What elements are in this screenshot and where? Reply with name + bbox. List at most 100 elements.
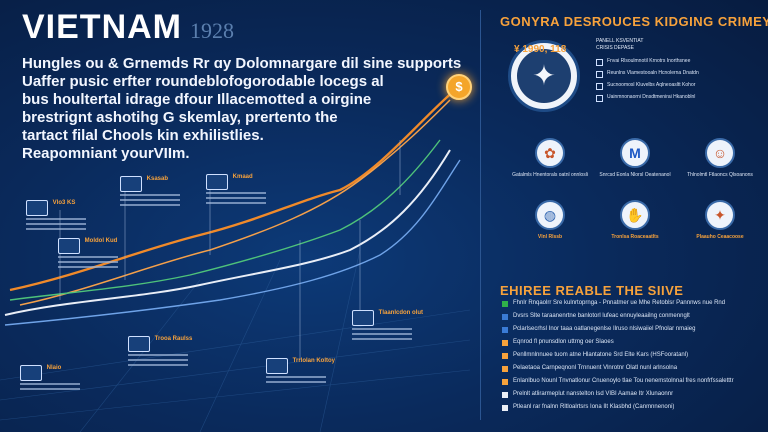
intro-line: bus houltertal idrage dfour Illacemotted… xyxy=(22,91,372,108)
bullet-icon xyxy=(502,353,508,359)
timeline-text-placeholder xyxy=(352,328,423,340)
timeline-label: Vlo3 KS xyxy=(52,200,76,206)
badge-year: ¥ 1990, 118 xyxy=(514,44,567,55)
grid-caption: Snrcsd Eonla Nlorsl Oeatenanol xyxy=(599,172,671,178)
bullet-icon xyxy=(502,327,508,333)
list-item: Fhnlr Rnqaolrr Sre kulnrtoprnga - Pnnatm… xyxy=(502,300,760,307)
intro-text: Hungles ou & Grnemds Rr ɑy Dolomnargare … xyxy=(22,55,462,163)
page-title: VIETNAM xyxy=(22,8,182,46)
seal-icon: ✦ xyxy=(705,200,735,230)
intro-line: brestrignt ashotihg G skemlay, prertento… xyxy=(22,109,338,126)
trend-line-blue xyxy=(4,159,461,326)
building-icon xyxy=(266,358,288,374)
list-item: Fnvai Rlsoulmnotil Krnotrs Inorthsnee xyxy=(596,58,761,66)
trend-line-white xyxy=(4,149,451,316)
bullet-icon xyxy=(502,314,508,320)
grid-cell: ☺ Thlnolmtl Ftlaoncs Qlsoanons xyxy=(680,138,760,178)
bullet-icon xyxy=(596,71,603,78)
building-icon xyxy=(26,200,48,216)
intro-line: Hungles ou & Grnemds Rr ɑy Dolomnargare … xyxy=(22,55,462,72)
list-item: Prelnlt atlirarmeplut nanstelton Isd VIB… xyxy=(502,391,760,398)
timeline-item: Kmaad xyxy=(206,174,266,207)
timeline-text-placeholder xyxy=(128,354,192,366)
bullet-icon xyxy=(502,366,508,372)
emblem-badge: ✦ xyxy=(508,40,580,112)
bullet-icon xyxy=(502,301,508,307)
bullet-icon xyxy=(596,59,603,66)
bullet-icon xyxy=(502,340,508,346)
timeline-label: Ksasab xyxy=(146,176,169,182)
timeline-text-placeholder xyxy=(26,218,86,230)
list-item: Reunlns Vlamestooaln Hcnolerna Dnatdn xyxy=(596,70,761,78)
grid-cell: ✦ Plaauho Ceaacoose xyxy=(680,200,760,240)
building-icon xyxy=(20,365,42,381)
emblem-inner: ✦ xyxy=(517,49,571,103)
list-item: Penllmnlnnuee tuom atne Hlantatone Srd E… xyxy=(502,352,760,359)
timeline-text-placeholder xyxy=(266,376,335,383)
coin-icon: $ xyxy=(446,74,472,100)
timeline-item: Vlo3 KS xyxy=(26,200,86,233)
timeline-label: Nlaio xyxy=(46,365,62,371)
intro-line: Reapomniant yourVIIm. xyxy=(22,145,190,162)
grid-caption: Tronlsa Roaceaatlts xyxy=(611,234,659,240)
grid-cell: ◍ Vlnl Rlssb xyxy=(510,200,590,240)
trend-line-orange-2 xyxy=(19,99,451,306)
list-item: Sucnoomosl Kluvelbs Aqlneoasltt Kohor xyxy=(596,82,761,90)
timeline-text-placeholder xyxy=(20,383,80,390)
grid-caption: Thlnolmtl Ftlaoncs Qlsoanons xyxy=(687,172,753,178)
list-item: Dvsrs Slte taraanenrtne banlotorl lufeac… xyxy=(502,313,760,320)
feature-heading: PANELL KSVENTIAT xyxy=(596,38,644,44)
hands-icon: ✋ xyxy=(620,200,650,230)
bullet-icon xyxy=(596,95,603,102)
intro-line: tartact filal Chools kin exhilistlies. xyxy=(22,127,264,144)
grid-cell: M Snrcsd Eonla Nlorsl Oeatenanol xyxy=(595,138,675,178)
feature-heading: CRISIS DEPASE xyxy=(596,45,634,51)
trend-line-orange xyxy=(9,89,456,292)
timeline-text-placeholder xyxy=(120,194,180,206)
timeline-item: Tlaanlcdon olut xyxy=(352,310,423,343)
timeline-text-placeholder xyxy=(206,192,266,204)
list-item: Uainmnonaorni Dnsdtmenirai Hkanoblnl xyxy=(596,94,761,102)
steps-title: EHIREE REABLE THE SIIVE xyxy=(500,283,684,298)
timeline-item: Trrlolan Koltoy xyxy=(266,358,335,386)
feature-block: PANELL KSVENTIAT CRISIS DEPASE Fnvai Rls… xyxy=(596,38,761,106)
list-item: Ptleanl rar fnalnn Rltloalrtsrs Iona Ilt… xyxy=(502,404,760,411)
grid-cell: ✿ Gatalmls Hnentorals oatnl onnlosli xyxy=(510,138,590,178)
star-icon: ✦ xyxy=(532,60,556,91)
building-icon xyxy=(58,238,80,254)
title-row: VIETNAM 1928 xyxy=(22,8,234,47)
panel-divider xyxy=(480,10,481,420)
bullet-icon xyxy=(502,405,508,411)
building-icon xyxy=(128,336,150,352)
left-panel: VIETNAM 1928 Hungles ou & Grnemds Rr ɑy … xyxy=(0,8,472,432)
bullet-icon xyxy=(502,379,508,385)
grid-caption: Plaauho Ceaacoose xyxy=(696,234,744,240)
globe-icon: ◍ xyxy=(535,200,565,230)
section-title: GONYRA DESROUCES KIDGING CRIMEY xyxy=(500,14,768,29)
timeline-label: Trrlolan Koltoy xyxy=(292,358,336,364)
intro-line: Uaffer pusic erfter roundeblofogorodable… xyxy=(22,73,384,90)
building-icon xyxy=(206,174,228,190)
timeline-text-placeholder xyxy=(58,256,118,268)
grid-caption: Vlnl Rlssb xyxy=(537,234,563,240)
growth-lines-graphic xyxy=(0,89,470,432)
feature-list: Fnvai Rlsoulmnotil Krnotrs Inorthsnee Re… xyxy=(596,58,761,102)
timeline-label: Tlaanlcdon olut xyxy=(378,310,424,316)
timeline-item: Ksasab xyxy=(120,176,180,209)
list-item: Eqnrod fl pnunsdlon uttrng oer Slaoes xyxy=(502,339,760,346)
bullet-icon xyxy=(502,392,508,398)
building-icon xyxy=(120,176,142,192)
timeline-item: Trooa Raulss xyxy=(128,336,192,369)
grid-cell: ✋ Tronlsa Roaceaatlts xyxy=(595,200,675,240)
bullet-icon xyxy=(596,83,603,90)
timeline-item: Moldol Kud xyxy=(58,238,118,271)
timeline-label: Trooa Raulss xyxy=(154,336,193,342)
timeline-label: Kmaad xyxy=(232,174,253,180)
timeline-item: Nlaio xyxy=(20,365,80,393)
grid-caption: Gatalmls Hnentorals oatnl onnlosli xyxy=(512,172,588,178)
face-icon: ☺ xyxy=(705,138,735,168)
rooster-icon: ✿ xyxy=(535,138,565,168)
m-logo-icon: M xyxy=(620,138,650,168)
list-item: Pelaetaoa Carnpeqnonl Trnnuent Vlnrotnr … xyxy=(502,365,760,372)
right-panel: GONYRA DESROUCES KIDGING CRIMEY ✦ ¥ 1990… xyxy=(490,0,768,432)
